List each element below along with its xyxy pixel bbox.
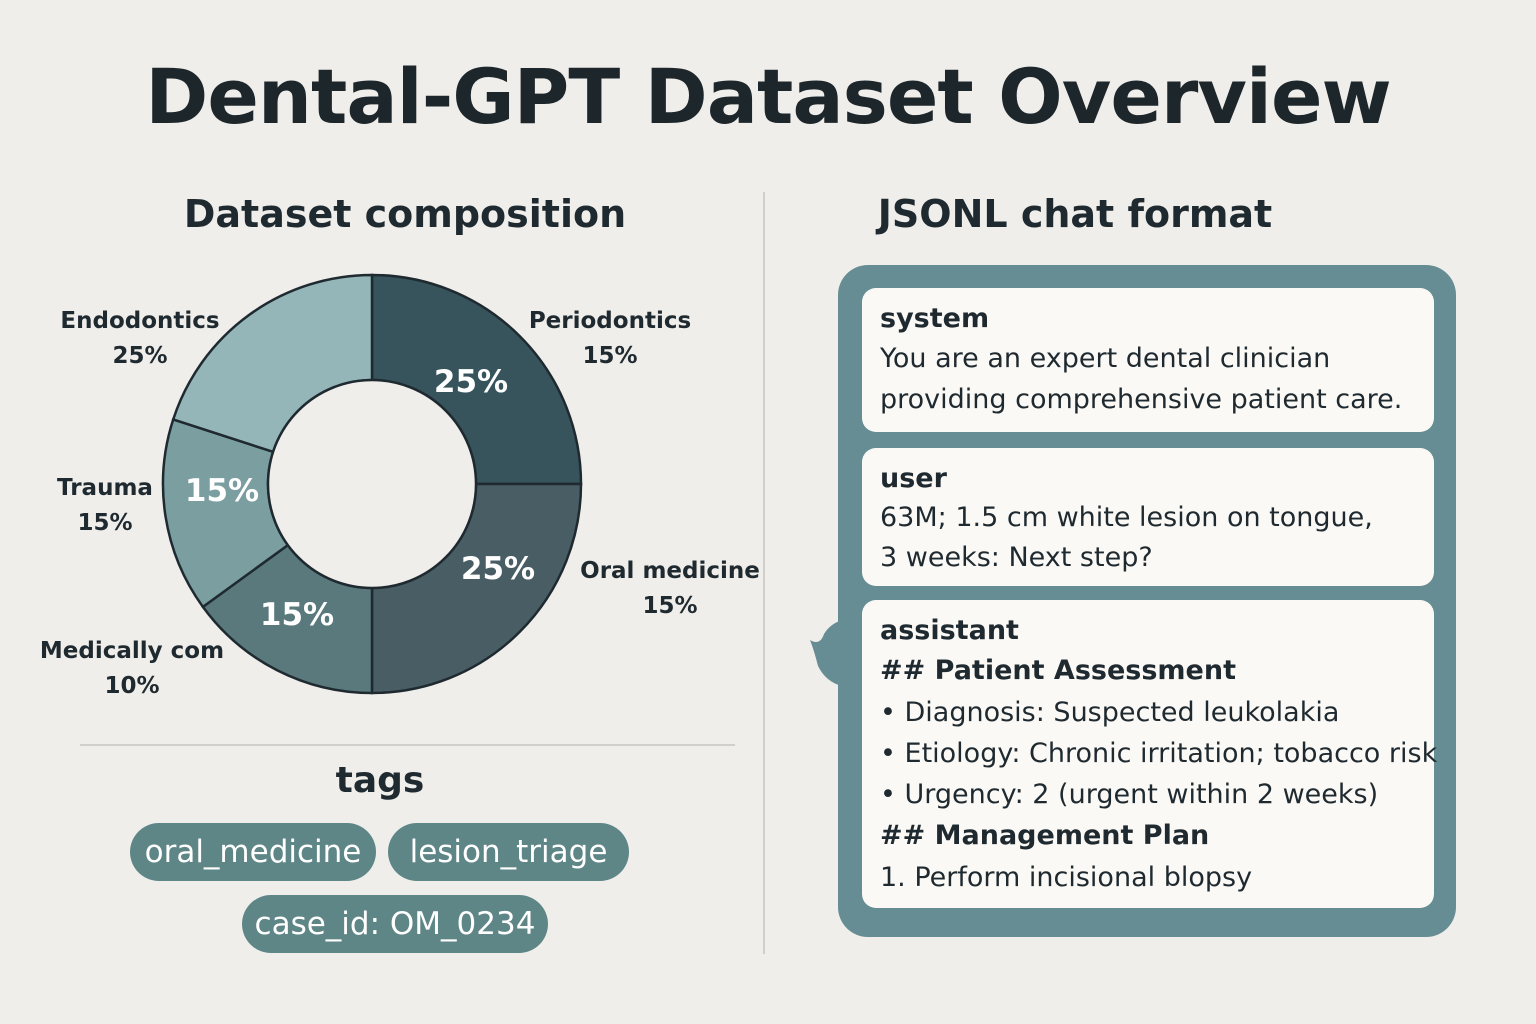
composition-donut-chart: 25% Periodontics 15% 25% Oral medicine 15% 15%… [40,273,760,699]
tag-lesion-triage[interactable]: lesion_triage [388,823,629,881]
user-text-line: 3 weeks: Next step? [880,542,1153,573]
system-role-label: system [880,303,990,334]
plan-step: 1. Perform incisional blopsy [880,862,1253,893]
assessment-bullet: • Urgency: 2 (urgent within 2 weeks) [880,779,1379,810]
user-role-label: user [880,463,947,494]
user-text-line: 63M; 1.5 cm white lesion on tongue, [880,502,1373,533]
slice-value-label: 15% [77,510,132,536]
system-text-line: providing comprehensive patient care. [880,384,1403,415]
slice-inner-label: 25% [461,551,535,587]
assessment-heading: ## Patient Assessment [880,655,1236,686]
slice-inner-label: 15% [185,473,259,509]
tag-oral-medicine[interactable]: oral_medicine [130,823,376,881]
vertical-divider [763,192,765,954]
slice-category-label: Endodontics [60,308,219,334]
slice-inner-label: 15% [260,597,334,633]
system-text-line: You are an expert dental clinician [880,343,1331,374]
tag-case-id[interactable]: case_id: OM_0234 [242,895,548,953]
composition-heading: Dataset composition [183,192,627,236]
slice-category-label: Periodontics [529,308,691,334]
slice-inner-label: 25% [434,364,508,400]
user-message: user 63M; 1.5 cm white lesion on tongue,… [862,448,1434,586]
slice-category-label: Medically com [40,638,224,664]
slice-value-label: 10% [104,673,159,699]
page-title: Dental-GPT Dataset Overview [145,52,1391,141]
slice-value-label: 15% [582,343,637,369]
tags-heading: tags [335,760,425,801]
slice-category-label: Oral medicine [580,558,760,584]
slice-value-label: 15% [642,593,697,619]
horizontal-divider [80,744,735,746]
donut-hole [266,378,478,590]
slice-value-label: 25% [112,343,167,369]
management-heading: ## Management Plan [880,820,1210,851]
slice-category-label: Trauma [57,475,153,501]
assistant-message: assistant ## Patient Assessment • Diagno… [862,600,1438,908]
assistant-role-label: assistant [880,615,1019,646]
assessment-bullet: • Diagnosis: Suspected leukolakia [880,697,1340,728]
speech-bubble-tail [810,620,842,686]
chat-format-heading: JSONL chat format [877,192,1273,236]
system-message: system You are an expert dental clinicia… [862,288,1434,432]
assessment-bullet: • Etiology: Chronic irritation; tobacco … [880,738,1438,769]
